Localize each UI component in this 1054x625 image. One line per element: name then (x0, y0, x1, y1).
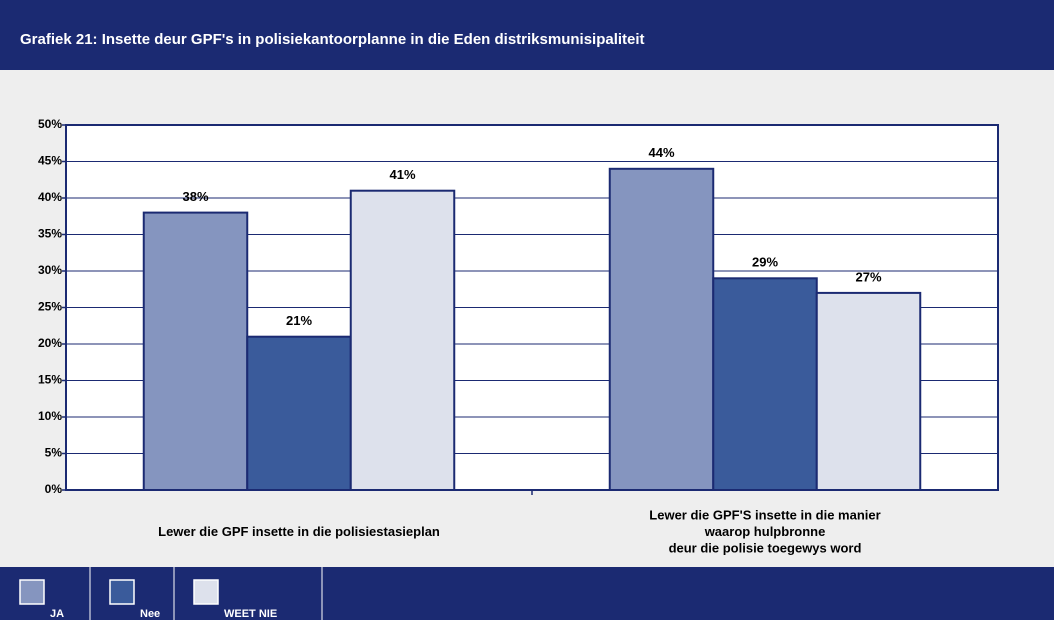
y-tick-label: 45% (38, 154, 62, 168)
legend-bar (0, 567, 1054, 620)
x-tick-label-line: Lewer die GPF'S insette in die manier (649, 508, 880, 523)
legend-swatch (19, 579, 45, 605)
x-tick-label: Lewer die GPF insette in die polisiestas… (158, 524, 440, 539)
legend-label: WEET NIE (224, 608, 277, 620)
y-tick-label: 0% (45, 482, 63, 496)
legend-swatch (109, 579, 135, 605)
y-tick-label: 5% (45, 446, 63, 460)
chart-title: Grafiek 21: Insette deur GPF's in polisi… (20, 31, 645, 48)
bar (349, 189, 456, 491)
data-label: 41% (389, 167, 415, 182)
y-tick-label: 50% (38, 117, 62, 131)
y-tick-label: 20% (38, 336, 62, 350)
data-label: 21% (286, 313, 312, 328)
y-tick-label: 25% (38, 300, 62, 314)
data-label: 44% (648, 145, 674, 160)
y-tick-label: 10% (38, 409, 62, 423)
data-label: 38% (182, 189, 208, 204)
y-tick-label: 40% (38, 190, 62, 204)
x-tick-label-line: Lewer die GPF insette in die polisiestas… (158, 524, 440, 539)
x-tick-label-line: deur die polisie toegewys word (669, 541, 862, 556)
data-label: 29% (752, 255, 778, 270)
bar (246, 335, 352, 492)
legend-label: JA (50, 608, 64, 620)
bar (608, 167, 715, 492)
bar (712, 277, 818, 491)
legend-label: Nee (140, 608, 160, 620)
y-tick-label: 30% (38, 263, 62, 277)
bar (815, 291, 922, 491)
data-label: 27% (855, 269, 881, 284)
bar (142, 211, 249, 491)
x-tick-label: Lewer die GPF'S insette in die manier waa… (649, 508, 880, 556)
legend-swatch (193, 579, 219, 605)
y-tick-label: 35% (38, 227, 62, 241)
x-tick-label-line: waarop hulpbronne (704, 524, 826, 539)
header-bar (0, 0, 1054, 70)
y-tick-label: 15% (38, 373, 62, 387)
